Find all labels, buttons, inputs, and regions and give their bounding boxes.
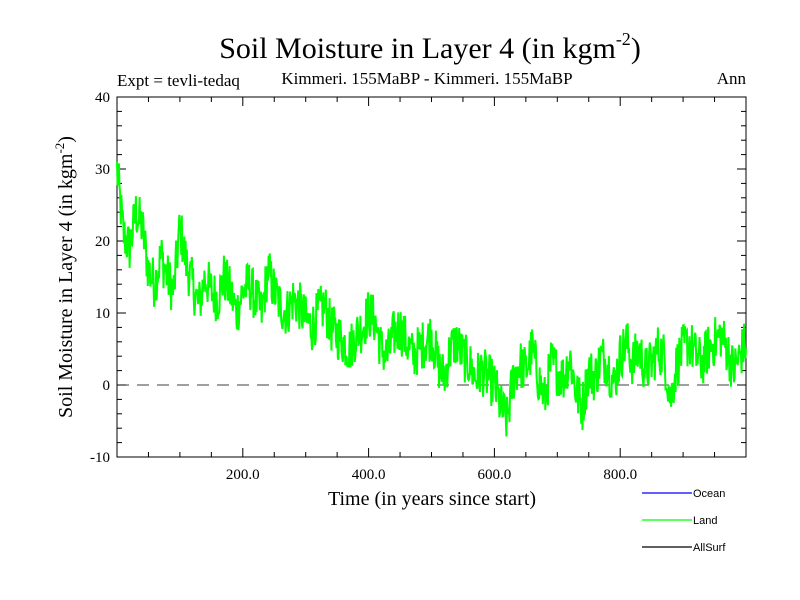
x-axis-label: Time (in years since start) [328,488,536,510]
experiment-label: Expt = tevli-tedaq [117,71,240,90]
period-label: Kimmeri. 155MaBP - Kimmeri. 155MaBP [281,69,572,88]
y-tick-labels: -10 0 10 20 30 40 [90,90,110,466]
season-label: Ann [717,69,747,88]
legend-label-ocean: Ocean [693,488,725,500]
chart-title: Soil Moisture in Layer 4 (in kgm-2) [219,29,641,65]
y-tick-label: -10 [90,450,110,466]
x-tick-label: 600.0 [478,467,512,483]
land-series-line [116,161,747,437]
x-tick-label: 400.0 [352,467,386,483]
x-tick-label: 800.0 [603,467,637,483]
y-tick-label: 20 [95,234,110,250]
y-tick-label: 10 [95,306,110,322]
y-tick-label: 0 [103,378,111,394]
y-axis-label: Soil Moisture in Layer 4 (in kgm-2) [52,136,77,418]
y-tick-label: 40 [95,90,110,106]
x-tick-labels: 200.0 400.0 600.0 800.0 [226,467,637,483]
legend-label-allsurf: AllSurf [693,542,726,554]
legend: Ocean Land AllSurf [642,488,726,554]
y-tick-label: 30 [95,162,110,178]
x-tick-label: 200.0 [226,467,260,483]
legend-label-land: Land [693,515,717,527]
